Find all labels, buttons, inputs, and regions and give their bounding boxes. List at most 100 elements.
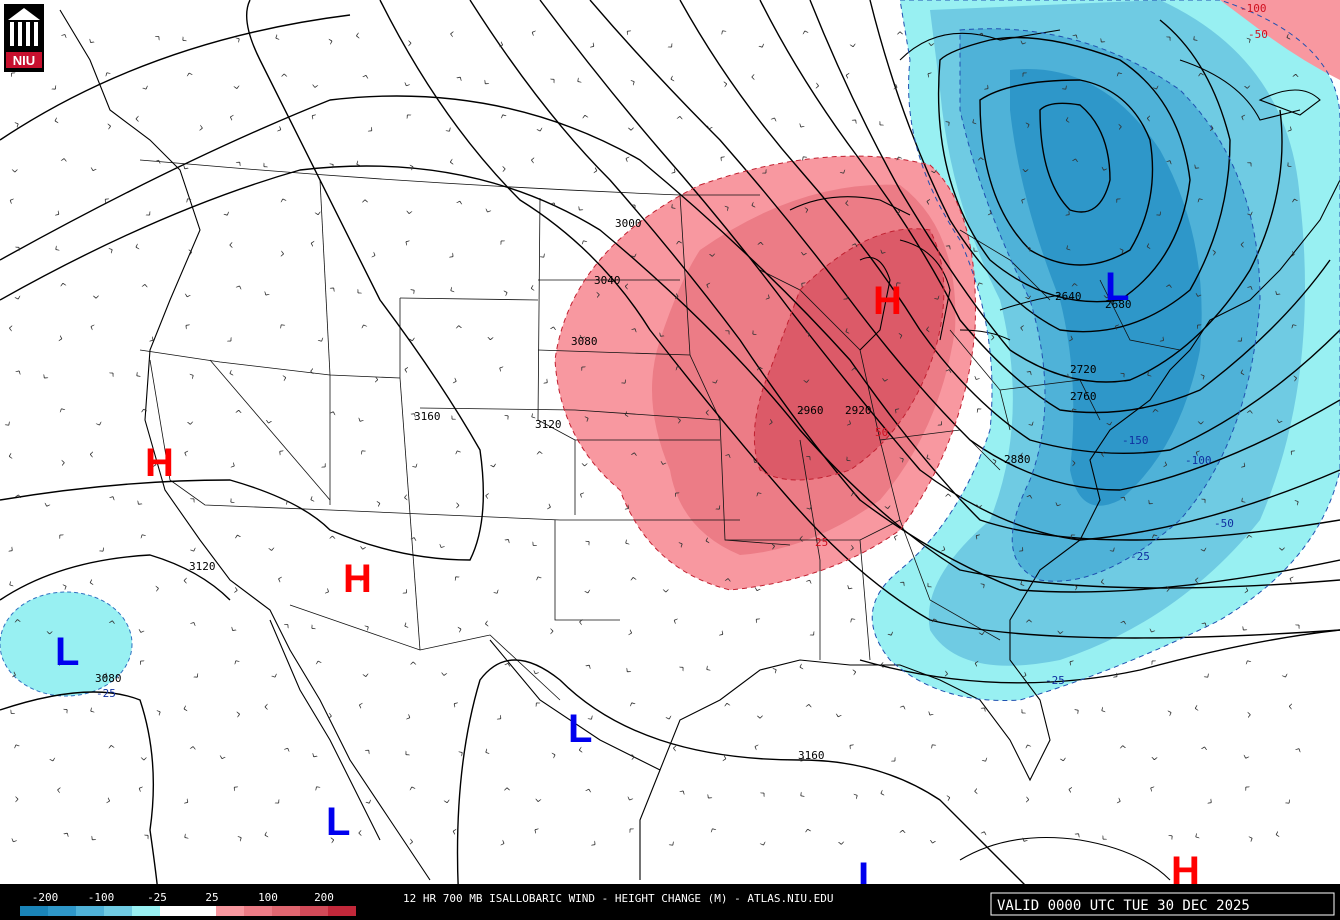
wind-arrow-icon: ^ <box>437 537 449 551</box>
wind-arrow-icon: ^ <box>218 748 229 761</box>
wind-arrow-icon: ^ <box>230 159 243 173</box>
wind-arrow-icon: ^ <box>1019 323 1031 333</box>
wind-arrow-icon: ^ <box>672 744 684 753</box>
high-center-great-lakes: H <box>873 279 902 323</box>
legend-label: -100 <box>88 891 115 904</box>
wind-arrow-icon: ^ <box>359 323 371 336</box>
wind-arrow-icon: ^ <box>882 498 892 510</box>
wind-arrow-icon: ^ <box>886 80 899 92</box>
wind-arrow-icon: ^ <box>1288 574 1301 586</box>
wind-arrow-icon: ^ <box>453 199 464 212</box>
wind-arrow-icon: ^ <box>11 288 22 301</box>
wind-arrow-icon: ^ <box>1239 619 1252 633</box>
wind-arrow-icon: ^ <box>149 33 163 47</box>
wind-arrow-icon: ^ <box>624 282 636 291</box>
wind-arrow-icon: ^ <box>716 80 728 90</box>
wind-arrow-icon: ^ <box>756 241 765 253</box>
wind-arrow-icon: ^ <box>481 73 494 87</box>
height-label: 3040 <box>594 274 621 287</box>
change-label: -25 <box>1130 550 1150 563</box>
wind-arrow-icon: ^ <box>985 457 998 468</box>
wind-arrow-icon: ^ <box>627 246 639 259</box>
legend-swatch <box>244 906 272 916</box>
wind-arrow-icon: ^ <box>8 795 19 803</box>
wind-arrow-icon: ^ <box>1023 743 1035 756</box>
wind-arrow-icon: ^ <box>103 369 117 383</box>
wind-arrow-icon: ^ <box>708 372 720 385</box>
wind-arrow-icon: ^ <box>980 206 993 218</box>
wind-arrow-icon: ^ <box>364 248 377 260</box>
change-label: 25 <box>815 536 828 549</box>
wind-arrow-icon: ^ <box>321 37 334 48</box>
wind-arrow-icon: ^ <box>797 116 810 130</box>
wind-arrow-icon: ^ <box>712 625 726 638</box>
wind-arrow-icon: ^ <box>483 201 495 214</box>
wind-arrow-icon: ^ <box>1018 120 1031 132</box>
wind-arrow-icon: ^ <box>846 117 859 131</box>
wind-arrow-icon: ^ <box>13 618 22 630</box>
wind-arrow-icon: ^ <box>186 540 198 553</box>
wind-arrow-icon: ^ <box>974 405 987 419</box>
wind-arrow-icon: ^ <box>925 324 937 333</box>
wind-arrow-icon: ^ <box>94 541 107 555</box>
wind-arrow-icon: ^ <box>723 577 733 589</box>
wind-arrow-icon: ^ <box>1284 248 1296 258</box>
wind-arrow-icon: ^ <box>1156 458 1169 469</box>
wind-arrow-icon: ^ <box>402 75 414 88</box>
wind-arrow-icon: ^ <box>92 414 104 427</box>
wind-arrow-icon: ^ <box>185 71 196 84</box>
wind-arrow-icon: ^ <box>578 744 590 754</box>
wind-arrow-icon: ^ <box>403 238 417 251</box>
wind-arrow-icon: ^ <box>1290 197 1301 210</box>
wind-arrow-icon: ^ <box>313 784 326 798</box>
wind-arrow-icon: ^ <box>924 450 937 462</box>
wind-arrow-icon: ^ <box>1022 288 1033 301</box>
wind-arrow-icon: ^ <box>101 245 115 257</box>
wind-arrow-icon: ^ <box>356 410 369 424</box>
wind-arrow-icon: ^ <box>754 789 768 803</box>
wind-arrow-icon: ^ <box>531 663 543 676</box>
wind-arrow-icon: ^ <box>276 575 289 586</box>
wind-arrow-icon: ^ <box>1065 459 1076 467</box>
wind-arrow-icon: ^ <box>718 153 732 166</box>
wind-arrow-icon: ^ <box>278 621 292 635</box>
wind-arrow-icon: ^ <box>451 827 464 838</box>
wind-arrow-icon: ^ <box>404 111 418 125</box>
wind-arrow-icon: ^ <box>975 497 985 509</box>
wind-arrow-icon: ^ <box>843 324 856 336</box>
wind-arrow-icon: ^ <box>234 409 243 421</box>
wind-arrow-icon: ^ <box>453 448 465 461</box>
wind-arrow-icon: ^ <box>534 574 546 587</box>
wind-arrow-icon: ^ <box>1291 746 1304 760</box>
wind-arrow-icon: ^ <box>59 157 69 169</box>
wind-arrow-icon: ^ <box>59 282 69 294</box>
wind-arrow-icon: ^ <box>847 741 861 754</box>
wind-arrow-icon: ^ <box>405 203 414 215</box>
wind-arrow-icon: ^ <box>183 576 194 585</box>
wind-arrow-icon: ^ <box>233 533 244 546</box>
wind-arrow-icon: ^ <box>623 77 637 89</box>
wind-arrow-icon: ^ <box>927 35 936 47</box>
wind-arrow-icon: ^ <box>1162 832 1176 845</box>
wind-arrow-icon: ^ <box>976 624 986 636</box>
wind-arrow-icon: ^ <box>182 448 195 460</box>
wind-arrow-icon: ^ <box>138 78 150 91</box>
legend-swatch <box>104 906 132 916</box>
wind-arrow-icon: ^ <box>1275 412 1286 425</box>
legend-swatch <box>48 906 76 916</box>
wind-arrow-icon: ^ <box>885 751 899 765</box>
wind-arrow-icon: ^ <box>975 31 986 44</box>
wind-arrow-icon: ^ <box>845 668 857 678</box>
wind-arrow-icon: ^ <box>148 584 160 593</box>
wind-arrow-icon: ^ <box>804 703 813 715</box>
wind-arrow-icon: ^ <box>452 573 465 587</box>
wind-arrow-icon: ^ <box>137 622 148 635</box>
wind-arrow-icon: ^ <box>977 750 990 764</box>
height-label: 2640 <box>1055 290 1082 303</box>
wind-arrow-icon: ^ <box>92 288 101 299</box>
wind-arrow-icon: ^ <box>765 665 779 677</box>
wind-arrow-icon: ^ <box>231 783 245 796</box>
wind-arrow-icon: ^ <box>228 366 241 378</box>
wind-arrow-icon: ^ <box>409 661 417 672</box>
legend-swatch <box>300 906 328 916</box>
